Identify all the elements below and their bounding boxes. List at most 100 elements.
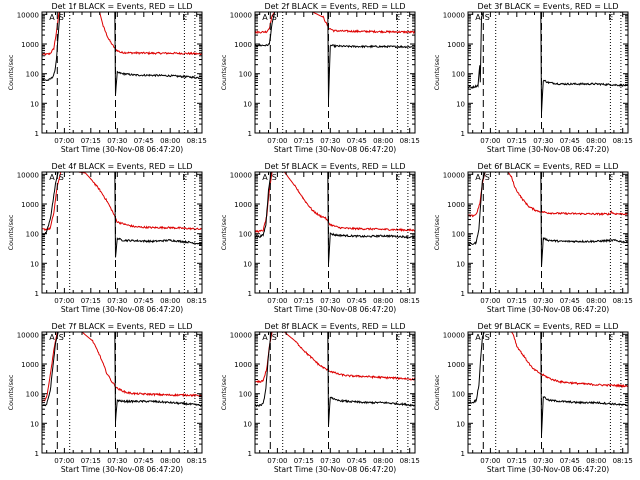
series-events-line	[468, 332, 628, 435]
marker-e-label: E	[395, 173, 400, 182]
y-tick-label: 1000	[447, 41, 465, 49]
y-tick-label: 1	[248, 130, 252, 138]
x-tick-label: 07:00	[54, 457, 74, 465]
series-events-line	[468, 12, 628, 114]
panel-title: Det 1f BLACK = Events, RED = LLD	[51, 2, 192, 11]
x-tick-label: 08:00	[373, 137, 393, 145]
y-tick-label: 10000	[443, 11, 465, 19]
x-tick-label: 07:00	[480, 297, 500, 305]
panel-det-8f: 1 10 100 1000 10000 07:00 07:15 07:30 07:45 08:00…	[220, 322, 420, 474]
x-tick-label: 07:15	[294, 137, 314, 145]
x-tick-label: 07:15	[81, 297, 101, 305]
x-tick-label: 07:45	[347, 137, 367, 145]
series-lld-line	[468, 172, 628, 218]
x-tick-label: 07:00	[267, 137, 287, 145]
marker-e-label: E	[395, 333, 400, 342]
y-tick-label: 10000	[230, 331, 252, 339]
panel-title: Det 9f BLACK = Events, RED = LLD	[477, 322, 618, 331]
y-tick-label: 100	[26, 391, 39, 399]
marker-s-label: S	[272, 173, 277, 182]
marker-s-label: S	[59, 13, 64, 22]
marker-e-label: E	[182, 333, 187, 342]
y-tick-label: 10	[243, 260, 252, 268]
x-tick-label: 08:15	[187, 297, 207, 305]
x-axis-label: Start Time (30-Nov-08 06:47:20)	[274, 145, 396, 154]
x-tick-label: 07:15	[507, 137, 527, 145]
series-lld-line	[42, 332, 202, 402]
y-tick-label: 100	[452, 231, 465, 239]
marker-e-label: E	[608, 173, 613, 182]
plot-frame	[254, 331, 416, 454]
x-tick-label: 07:45	[134, 297, 154, 305]
x-tick-label: 07:45	[347, 457, 367, 465]
marker-a-label: A	[475, 173, 481, 182]
x-axis-label: Start Time (30-Nov-08 06:47:20)	[487, 465, 609, 474]
marker-s-label: S	[59, 333, 64, 342]
series-events-line	[468, 172, 628, 267]
marker-e-label: E	[182, 13, 187, 22]
x-tick-label: 07:15	[81, 137, 101, 145]
y-tick-label: 100	[452, 391, 465, 399]
x-axis-label: Start Time (30-Nov-08 06:47:20)	[487, 305, 609, 314]
y-axis-label: Counts/sec	[433, 374, 441, 410]
series-lld-line	[42, 172, 202, 232]
y-tick-label: 1000	[21, 201, 39, 209]
series-lld-line	[255, 12, 415, 35]
y-tick-label: 100	[26, 231, 39, 239]
marker-a-label: A	[475, 333, 481, 342]
x-axis-label: Start Time (30-Nov-08 06:47:20)	[487, 145, 609, 154]
y-tick-label: 100	[26, 71, 39, 79]
series-lld-line	[255, 332, 415, 384]
y-tick-label: 10000	[230, 11, 252, 19]
x-tick-label: 07:15	[81, 457, 101, 465]
x-tick-label: 07:30	[320, 297, 340, 305]
y-tick-label: 10000	[17, 331, 39, 339]
y-tick-label: 100	[239, 231, 252, 239]
y-tick-label: 10000	[230, 171, 252, 179]
y-tick-label: 100	[452, 71, 465, 79]
panel-title: Det 4f BLACK = Events, RED = LLD	[51, 162, 192, 171]
y-tick-label: 1000	[21, 41, 39, 49]
panel-title: Det 7f BLACK = Events, RED = LLD	[51, 322, 192, 331]
x-tick-label: 07:30	[107, 137, 127, 145]
y-tick-label: 10	[456, 260, 465, 268]
x-tick-label: 08:00	[586, 297, 606, 305]
x-tick-label: 08:15	[400, 137, 420, 145]
x-tick-label: 08:00	[373, 297, 393, 305]
y-tick-label: 1000	[234, 361, 252, 369]
x-tick-label: 07:00	[54, 137, 74, 145]
plot-frame	[41, 331, 203, 454]
panel-det-2f: 1 10 100 1000 10000 07:00 07:15 07:30 07:45 08:00…	[220, 2, 420, 154]
y-axis-label: Counts/sec	[7, 214, 15, 250]
marker-e-label: E	[395, 13, 400, 22]
y-tick-label: 1	[35, 130, 39, 138]
x-tick-label: 07:15	[294, 457, 314, 465]
marker-s-label: S	[59, 173, 64, 182]
y-axis-label: Counts/sec	[433, 54, 441, 90]
x-tick-label: 07:00	[267, 457, 287, 465]
x-tick-label: 08:00	[586, 457, 606, 465]
y-tick-label: 1000	[21, 361, 39, 369]
x-axis-label: Start Time (30-Nov-08 06:47:20)	[61, 305, 183, 314]
marker-e-label: E	[608, 333, 613, 342]
plot-frame	[467, 11, 629, 134]
x-tick-label: 08:00	[160, 297, 180, 305]
plot-frame	[254, 171, 416, 294]
y-tick-label: 100	[239, 391, 252, 399]
marker-s-label: S	[485, 13, 490, 22]
x-tick-label: 07:15	[294, 297, 314, 305]
panel-title: Det 5f BLACK = Events, RED = LLD	[264, 162, 405, 171]
marker-s-label: S	[272, 13, 277, 22]
x-tick-label: 07:45	[560, 137, 580, 145]
series-events-line	[42, 172, 202, 258]
y-tick-label: 1	[248, 450, 252, 458]
plot-frame	[467, 171, 629, 294]
plot-frame	[467, 331, 629, 454]
x-tick-label: 07:45	[134, 457, 154, 465]
y-tick-label: 1	[35, 450, 39, 458]
series-events-line	[255, 332, 415, 426]
y-tick-label: 1	[248, 290, 252, 298]
y-tick-label: 10	[30, 100, 39, 108]
x-tick-label: 08:15	[613, 457, 633, 465]
y-tick-label: 1000	[447, 201, 465, 209]
